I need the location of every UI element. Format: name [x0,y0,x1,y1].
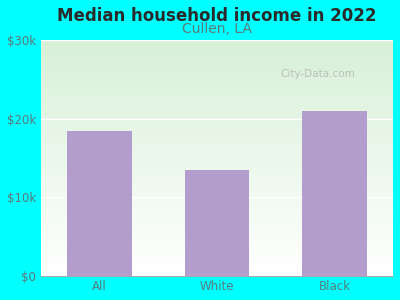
Bar [185,170,249,276]
Text: City-Data.com: City-Data.com [280,69,355,79]
Title: Median household income in 2022: Median household income in 2022 [57,7,377,25]
Text: Cullen, LA: Cullen, LA [182,22,252,36]
Bar [68,131,132,276]
Bar [302,111,367,276]
